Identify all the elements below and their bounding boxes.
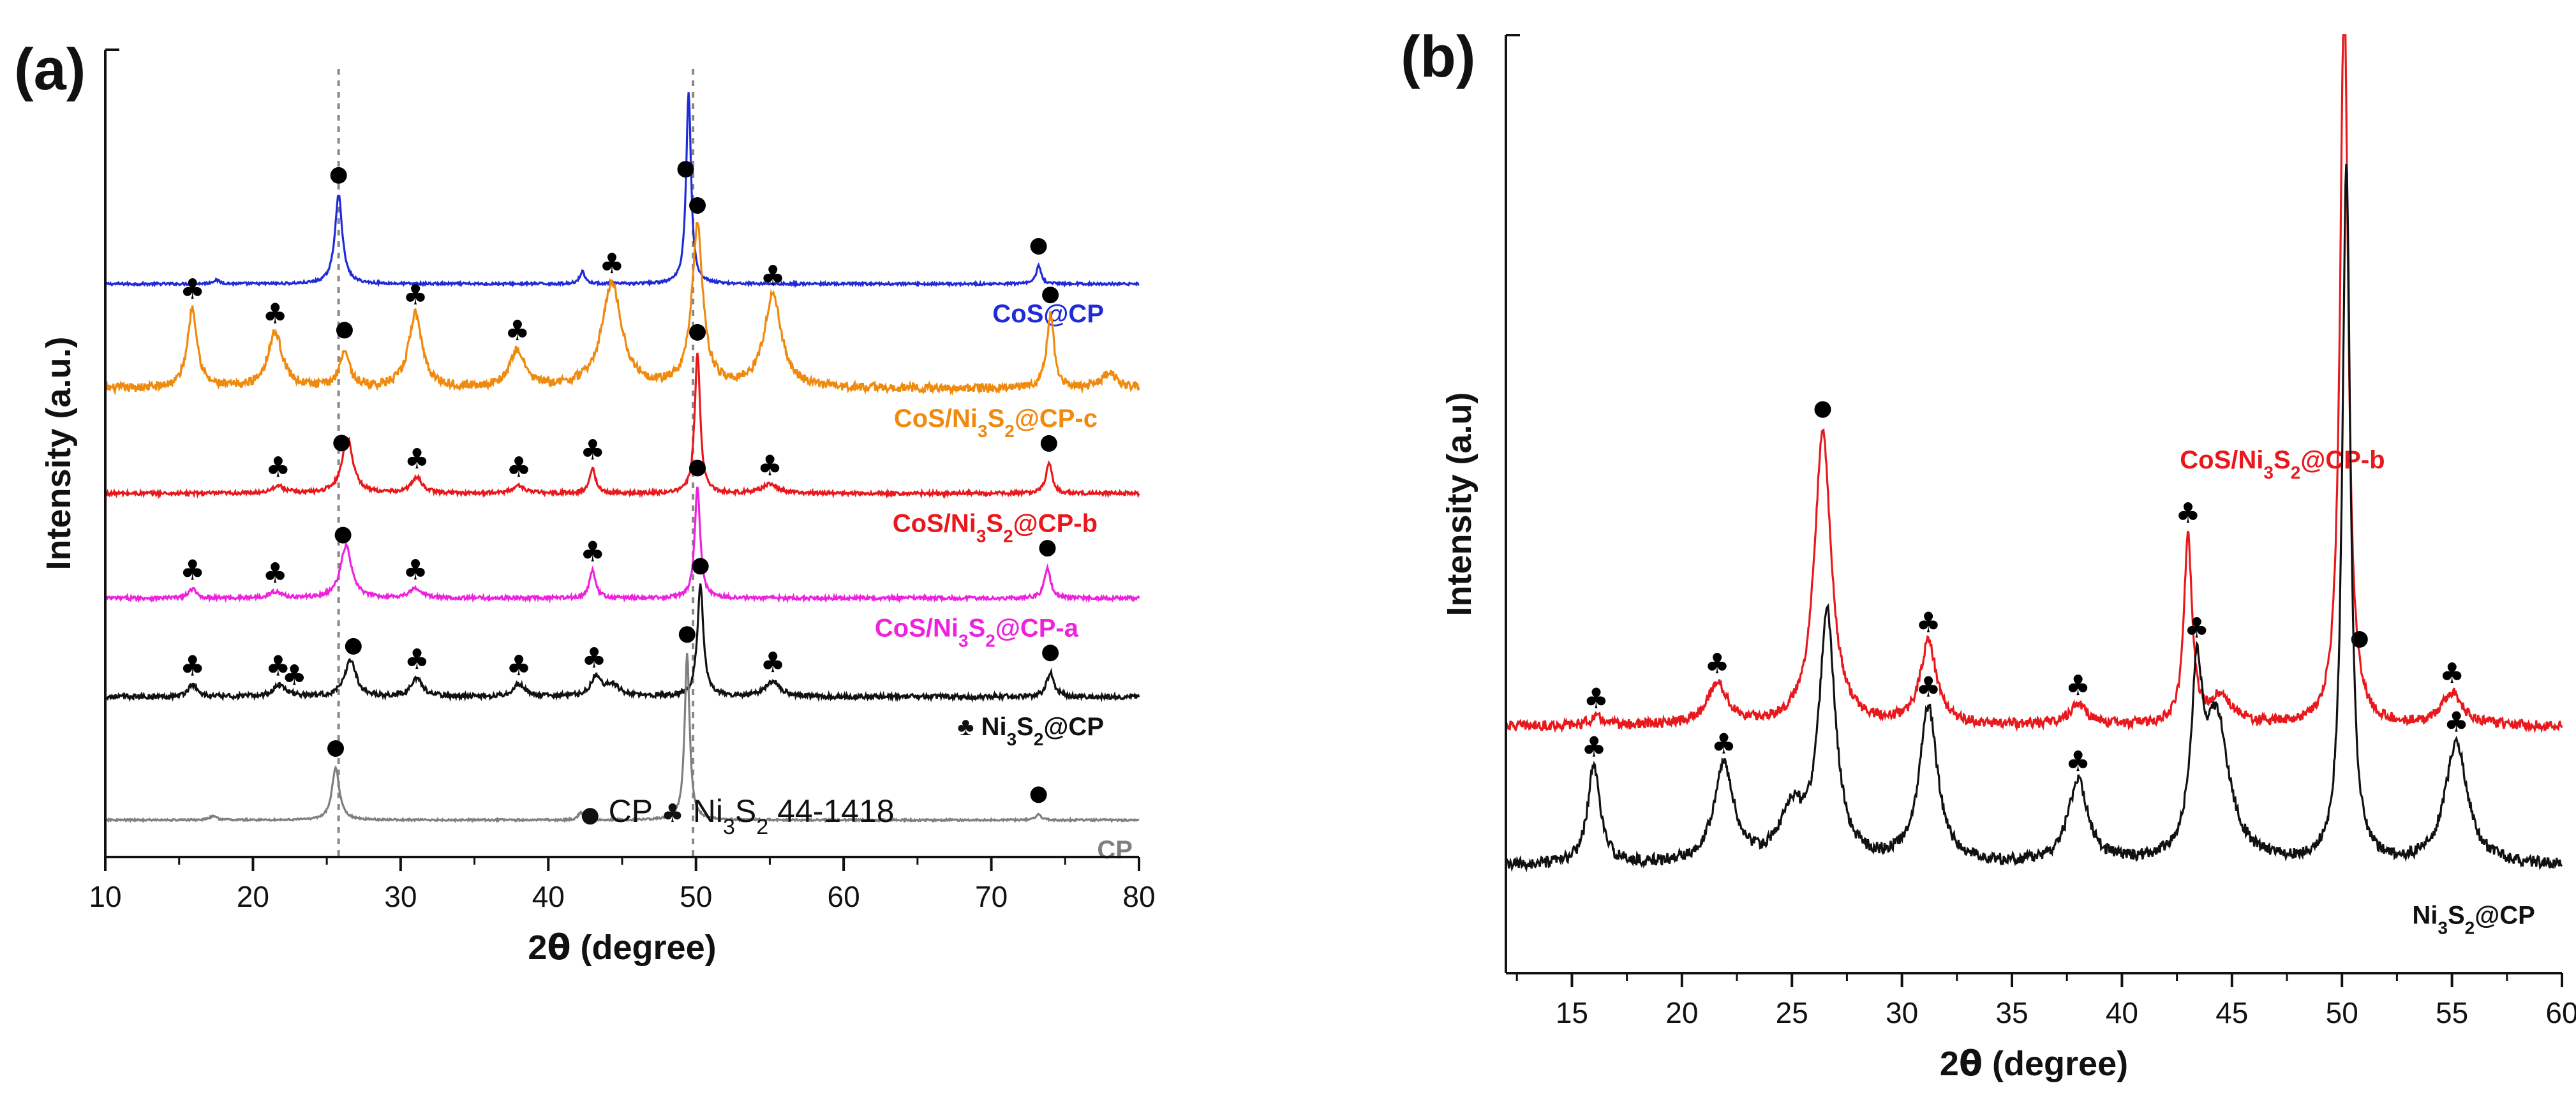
panel-a: (a)CoS@CP♣♣♣♣♣ ♣CoS/Ni3S2@CP-c♣ ♣ ♣♣ ♣CoS/Ni… [14,37,1156,967]
cp-marker [1814,401,1831,418]
x-tick-label: 60 [828,880,860,913]
ni3s2-marker: ♣ [757,449,782,482]
ni3s2-marker: ♣ [1916,606,1940,639]
ni3s2-marker: ♣ [262,297,287,330]
series-label: ♣ Ni3S2@CP [957,713,1104,749]
ni3s2-marker: ♣ [265,650,290,683]
cp-marker [1042,287,1059,304]
x-tick-label: 10 [89,880,121,913]
cp-marker [1030,237,1047,255]
cp-marker [336,322,353,339]
ni3s2-marker: ♣ [581,642,606,675]
ni3s2-marker: ♣ [505,315,530,347]
ni3s2-marker: ♣ [405,443,429,475]
x-tick-label: 60 [2545,996,2576,1029]
ni3s2-marker: ♣ [180,650,205,682]
ni3s2-marker: ♣ [506,650,531,682]
ni3s2-marker: ♣ [506,451,531,484]
cp-marker [345,638,362,655]
x-tick-label: 15 [1556,996,1588,1029]
cp-marker [330,167,347,184]
series-line [104,583,1140,703]
cp-marker [327,740,345,757]
series-line [1505,34,2563,734]
x-tick-label: 45 [2215,996,2248,1029]
ni3s2-marker: ♣ [2439,657,2464,690]
series-line [104,92,1140,288]
series-label: CoS/Ni3S2@CP-c [894,405,1098,441]
ni3s2-marker: ♣ [180,273,205,306]
series-label: CoS/Ni3S2@CP-b [2180,446,2385,482]
ni3s2-marker: ♣ [599,248,624,280]
series-label: CoS/Ni3S2@CP-a [875,614,1079,650]
x-tick-label: 40 [532,880,565,913]
cp-marker [689,459,706,477]
ni3s2-marker: ♣ [1581,731,1606,764]
x-tick-label: 25 [1776,996,1808,1029]
x-tick-label: 35 [1995,996,2028,1029]
cp-marker [1039,540,1056,557]
cp-marker [1042,645,1059,662]
ni3s2-marker: ♣ [1704,648,1729,680]
ni3s2-marker: ♣ [580,536,605,569]
x-tick-label: 50 [2326,996,2358,1029]
x-tick-label: 80 [1122,880,1155,913]
ni3s2-marker: ♣ [262,557,287,590]
ni3s2-marker: ♣ [403,554,428,586]
marker-legend: ● CP ♣ Ni3S2 44-1418 [581,793,895,839]
x-tick-label: 40 [2106,996,2138,1029]
cp-marker [2351,631,2368,648]
ni3s2-marker: ♣ [1916,671,1940,703]
ni3s2-marker: ♣ [2184,612,2209,645]
panel-label: (b) [1401,24,1475,89]
x-tick-label: 30 [1886,996,1918,1029]
series-line [105,352,1140,500]
ni3s2-marker: ♣ [405,643,429,676]
ni3s2-marker: ♣ [180,555,205,587]
x-tick-label: 20 [1665,996,1698,1029]
cp-marker [677,161,694,178]
ni3s2-marker: ♣ [1584,683,1609,715]
cp-marker [678,626,696,643]
series-line [104,486,1140,604]
ni3s2-marker: ♣ [760,260,785,292]
series-line [105,653,1140,824]
ni3s2-marker: ♣ [282,659,307,692]
cp-marker [1030,786,1047,803]
cp-marker [692,558,709,575]
series-line [1505,163,2563,873]
cp-marker [1040,435,1057,452]
ni3s2-marker: ♣ [2066,745,2090,778]
cp-marker [689,197,706,214]
x-tick-label: 55 [2436,996,2468,1029]
series-line [104,222,1140,396]
ni3s2-marker: ♣ [1711,728,1736,761]
x-axis-title: 2θ (degree) [528,927,716,967]
x-tick-label: 20 [237,880,269,913]
ni3s2-marker: ♣ [2066,669,2090,702]
ni3s2-marker: ♣ [760,646,785,679]
x-tick-label: 50 [680,880,712,913]
ni3s2-marker: ♣ [2175,497,2200,530]
y-axis-title: Intensity (a.u) [1440,392,1478,616]
series-label: CP [1097,836,1133,864]
series-label: CoS/Ni3S2@CP-b [893,509,1098,546]
cp-marker [689,324,706,341]
panel-b: (b) ♣ ♣ ♣ ♣ ♣ ♣ CoS/Ni3S2@CP-b ♣ ♣ ♣ ♣ ♣ ♣ Ni3S2@CP 15 2… [1401,24,2576,1084]
series-label: Ni3S2@CP [2412,901,2535,937]
ni3s2-marker: ♣ [265,451,290,484]
ni3s2-marker: ♣ [580,434,605,466]
cp-marker [334,526,352,544]
x-tick-label: 70 [975,880,1008,913]
panel-label: (a) [14,37,86,102]
ni3s2-marker: ♣ [403,279,428,311]
cp-marker [333,435,350,452]
x-axis-title: 2θ (degree) [1940,1043,2128,1084]
x-tick-label: 30 [384,880,417,913]
y-axis-title: Intensity (a.u.) [40,336,78,570]
ni3s2-marker: ♣ [2444,706,2469,738]
